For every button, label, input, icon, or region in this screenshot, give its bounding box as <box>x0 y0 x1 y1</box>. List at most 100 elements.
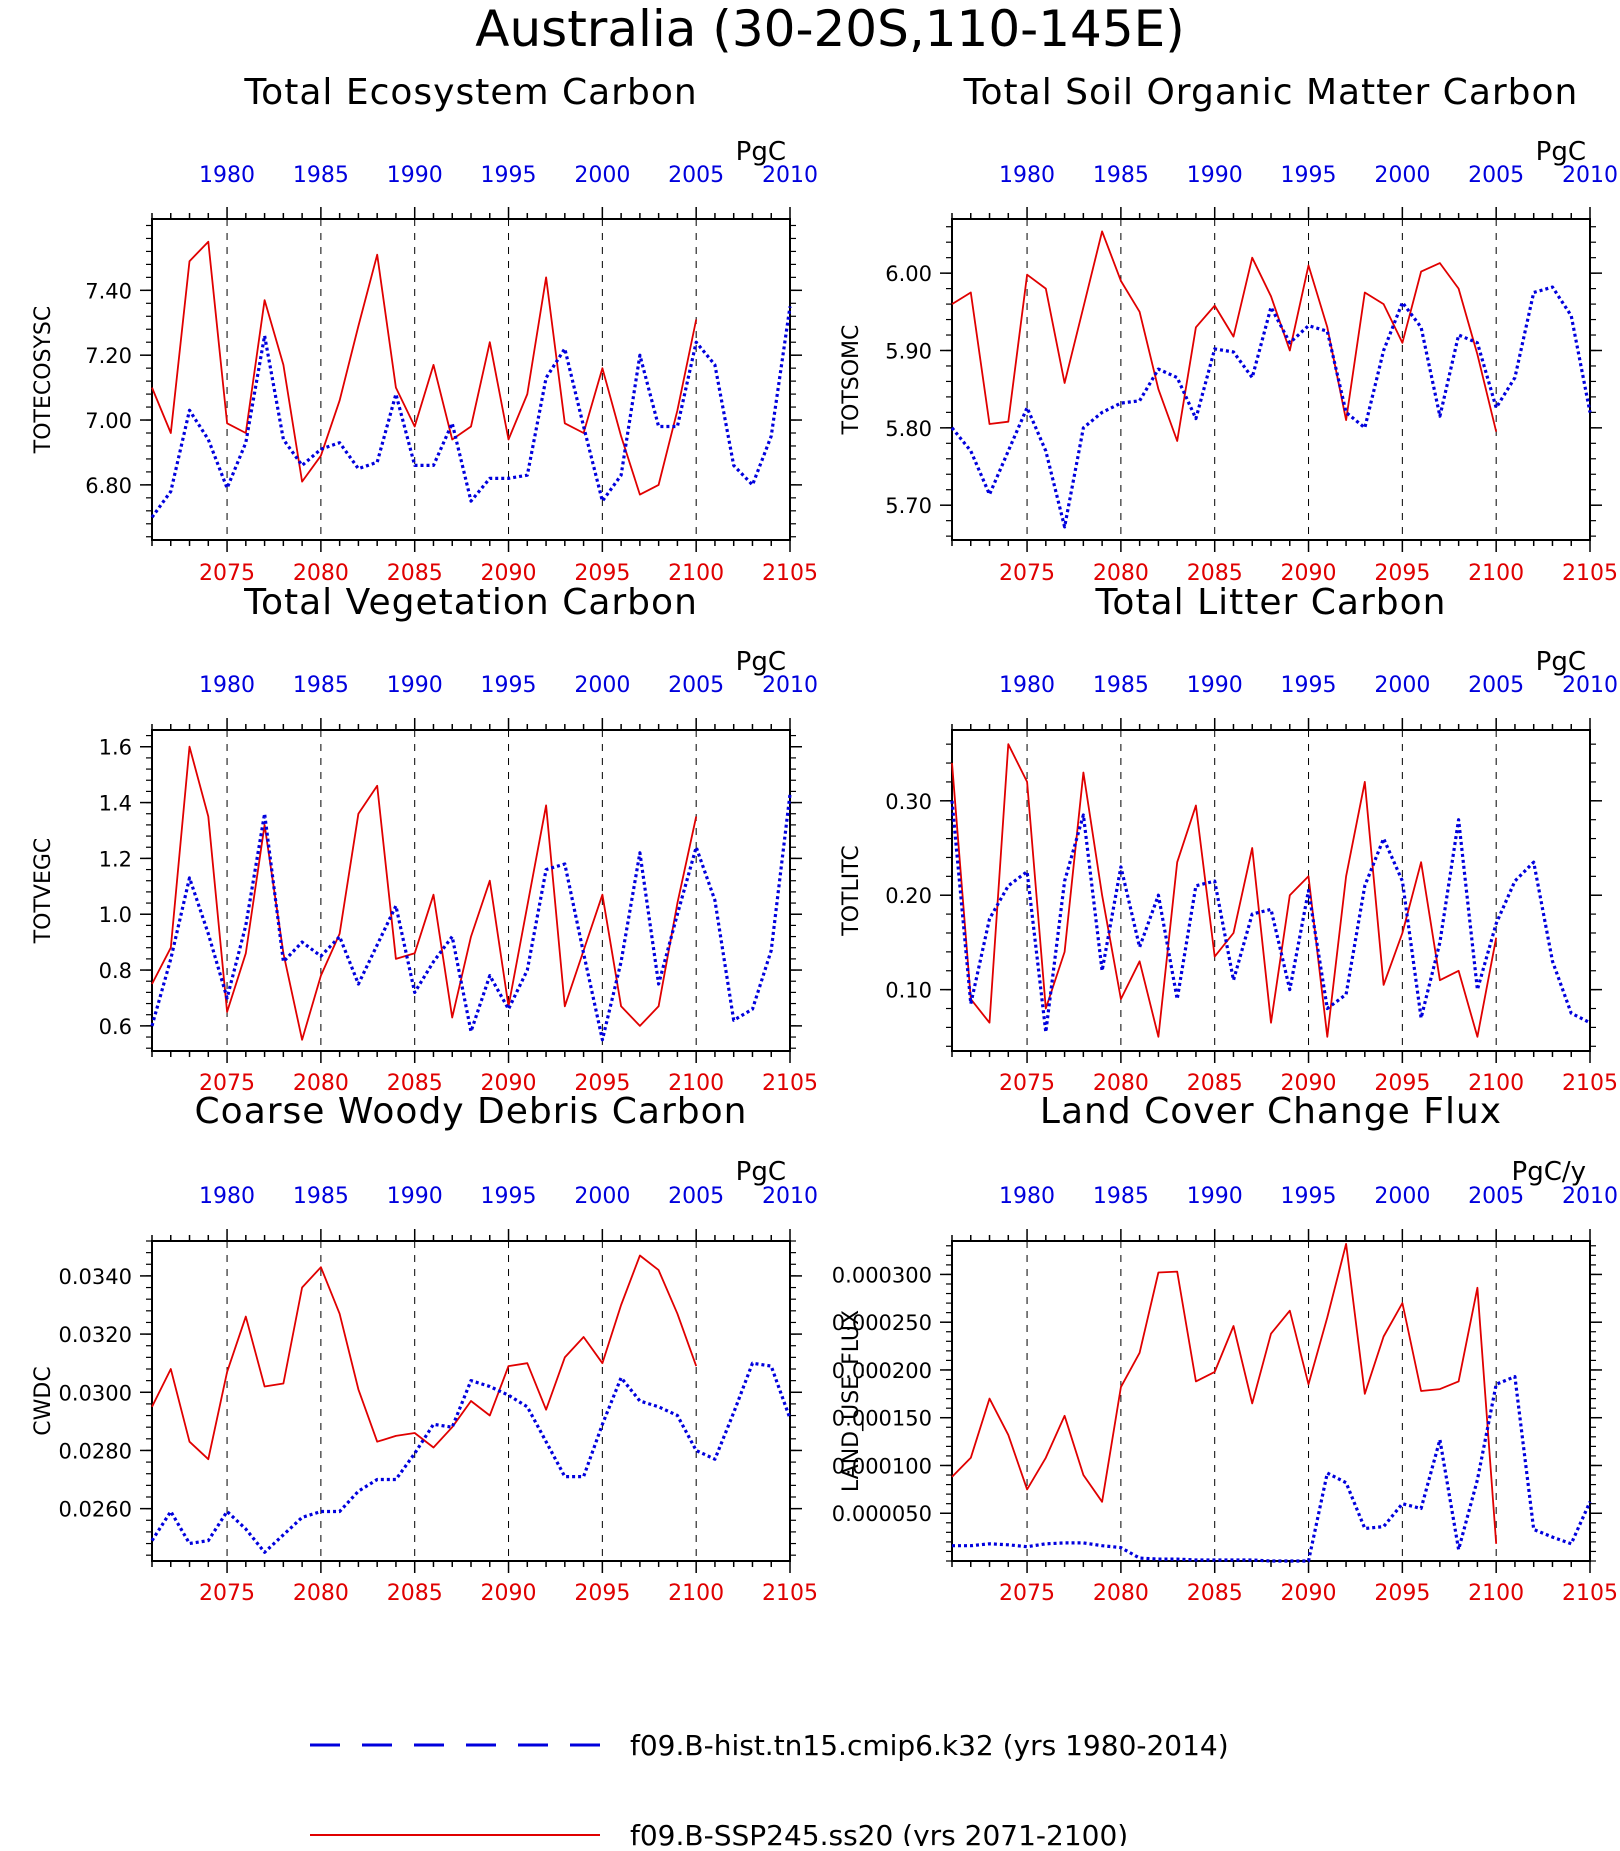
y-tick-label: 0.000100 <box>832 1454 932 1478</box>
plot-frame <box>951 218 1591 541</box>
y-tick-label: 0.6 <box>99 1015 132 1039</box>
panel-title: Coarse Woody Debris Carbon <box>195 1091 748 1132</box>
y-tick-label: 0.0320 <box>59 1323 132 1347</box>
unit-label: PgC <box>1536 137 1586 167</box>
x-tick-label-top: 1995 <box>1281 673 1337 698</box>
y-tick-label: 0.0260 <box>59 1498 132 1522</box>
x-tick-label-top: 2005 <box>668 673 724 698</box>
y-tick-label: 0.000150 <box>832 1407 932 1431</box>
series-line-ssp245 <box>151 1254 698 1461</box>
y-tick-label: 0.0340 <box>59 1265 132 1289</box>
x-tick-label-bottom: 2100 <box>668 561 724 586</box>
x-tick-label-bottom: 2080 <box>293 561 349 586</box>
x-tick-label-bottom: 2075 <box>999 561 1055 586</box>
y-axis-label: CWDC <box>31 1366 56 1435</box>
y-axis-label: TOTVEGC <box>31 838 56 945</box>
y-axis-label: TOTSOMC <box>839 325 864 436</box>
legend-label-2: f09.B-SSP245.ss20 (yrs 2071-2100) <box>630 1819 1128 1846</box>
x-tick-label-bottom: 2085 <box>1187 561 1243 586</box>
y-tick-label: 5.80 <box>885 417 932 441</box>
panel-title: Total Ecosystem Carbon <box>243 72 697 113</box>
x-tick-label-bottom: 2095 <box>574 1581 630 1606</box>
chart-panel-4: Total Litter Carbon PgC 2075 2080 2085 2090 20… <box>839 582 1618 1096</box>
y-tick-label: 0.000200 <box>832 1359 932 1383</box>
x-tick-label-bottom: 2090 <box>481 1071 537 1096</box>
y-tick-label: 0.000300 <box>832 1263 932 1287</box>
x-tick-label-top: 1985 <box>293 1184 349 1209</box>
x-tick-label-top: 1985 <box>293 163 349 188</box>
y-tick-label: 0.0300 <box>59 1381 132 1405</box>
x-tick-label-bottom: 2085 <box>387 1071 443 1096</box>
series-line-ssp245 <box>951 743 1498 1038</box>
x-tick-label-bottom: 2105 <box>762 561 818 586</box>
series-line-ssp245 <box>151 745 698 1041</box>
x-tick-label-bottom: 2100 <box>1468 1071 1524 1096</box>
y-tick-label: 1.0 <box>99 903 132 927</box>
x-tick-label-top: 1980 <box>999 163 1055 188</box>
y-axis-label: TOTECOSYSC <box>31 306 56 455</box>
x-tick-label-top: 2010 <box>762 163 818 188</box>
x-tick-label-top: 2010 <box>1562 163 1618 188</box>
y-tick-label: 1.4 <box>99 792 132 816</box>
legend-label-1: f09.B-hist.tn15.cmip6.k32 (yrs 1980-2014… <box>630 1729 1229 1762</box>
y-tick-label: 6.00 <box>885 262 932 286</box>
x-tick-label-top: 2000 <box>1374 163 1430 188</box>
y-axis-label: LAND_USE_FLUX <box>839 1310 864 1492</box>
x-tick-label-bottom: 2075 <box>999 1071 1055 1096</box>
series-line-hist <box>952 1374 1592 1563</box>
x-tick-label-bottom: 2095 <box>574 561 630 586</box>
x-tick-label-top: 1980 <box>999 673 1055 698</box>
x-tick-label-top: 2005 <box>1468 1184 1524 1209</box>
x-tick-label-bottom: 2095 <box>1374 1071 1430 1096</box>
x-tick-label-top: 1985 <box>1093 673 1149 698</box>
x-tick-label-top: 2005 <box>1468 673 1524 698</box>
chart-panel-1: Total Ecosystem Carbon PgC 2075 2080 2085 209… <box>31 72 818 586</box>
series-line-ssp245 <box>951 230 1498 442</box>
x-tick-label-bottom: 2100 <box>668 1071 724 1096</box>
x-tick-label-top: 1995 <box>481 673 537 698</box>
x-tick-label-bottom: 2090 <box>1281 1071 1337 1096</box>
x-tick-label-top: 1995 <box>481 1184 537 1209</box>
y-axis-label: TOTLITC <box>839 845 864 936</box>
x-tick-label-top: 2005 <box>668 1184 724 1209</box>
main-title: Australia (30-20S,110-145E) <box>475 0 1185 58</box>
x-tick-label-bottom: 2095 <box>1374 1581 1430 1606</box>
x-tick-label-top: 1990 <box>1187 673 1243 698</box>
panel-title: Total Litter Carbon <box>1095 582 1447 623</box>
y-tick-label: 0.0280 <box>59 1439 132 1463</box>
panel-title: Land Cover Change Flux <box>1040 1091 1502 1132</box>
x-tick-label-bottom: 2085 <box>387 561 443 586</box>
x-tick-label-top: 2000 <box>1374 673 1430 698</box>
x-tick-label-top: 1985 <box>1093 163 1149 188</box>
x-tick-label-top: 1980 <box>199 673 255 698</box>
x-tick-label-bottom: 2090 <box>481 561 537 586</box>
x-tick-label-bottom: 2080 <box>1093 1581 1149 1606</box>
x-tick-label-top: 1995 <box>1281 1184 1337 1209</box>
x-tick-label-bottom: 2075 <box>199 561 255 586</box>
series-line-hist <box>950 800 1591 1034</box>
x-tick-label-top: 2000 <box>574 1184 630 1209</box>
x-tick-label-bottom: 2080 <box>1093 1071 1149 1096</box>
x-tick-label-bottom: 2080 <box>1093 561 1149 586</box>
plot-frame <box>151 729 791 1052</box>
x-tick-label-top: 1995 <box>481 163 537 188</box>
series-line-hist <box>150 306 792 519</box>
y-tick-label: 7.00 <box>85 409 132 433</box>
chart-panel-3: Total Vegetation Carbon PgC 2075 2080 2085 20… <box>31 582 818 1096</box>
legend: f09.B-hist.tn15.cmip6.k32 (yrs 1980-2014… <box>310 1729 1229 1851</box>
chart-panel-6: Land Cover Change Flux PgC/y 2075 2080 2085 2… <box>832 1091 1618 1606</box>
x-tick-label-top: 2005 <box>668 163 724 188</box>
y-tick-label: 0.000050 <box>832 1502 932 1526</box>
x-tick-label-bottom: 2075 <box>199 1581 255 1606</box>
y-tick-label: 1.2 <box>99 847 132 871</box>
x-tick-label-bottom: 2075 <box>199 1071 255 1096</box>
unit-label: PgC <box>736 647 786 677</box>
y-tick-label: 6.80 <box>85 474 132 498</box>
x-tick-label-top: 1990 <box>387 1184 443 1209</box>
panel-title: Total Vegetation Carbon <box>243 582 698 623</box>
y-tick-label: 0.10 <box>885 979 932 1003</box>
x-tick-label-bottom: 2085 <box>387 1581 443 1606</box>
x-tick-label-top: 2000 <box>574 163 630 188</box>
x-tick-label-top: 2000 <box>574 673 630 698</box>
x-tick-label-top: 1985 <box>293 673 349 698</box>
